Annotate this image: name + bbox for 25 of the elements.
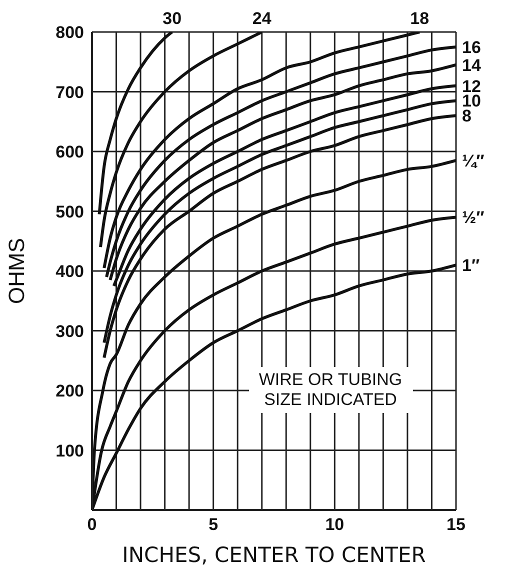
series-label: 14 [462,56,482,75]
line-series [98,32,174,216]
x-tick-label: 5 [208,515,218,534]
x-tick-label: 15 [446,515,466,534]
y-tick-label: 700 [56,82,84,102]
series-label: ¼″ [462,151,484,170]
x-tick-label: 10 [325,515,344,534]
series-label: 1″ [462,256,480,276]
x-axis-title: INCHES, CENTER TO CENTER [122,543,426,567]
y-tick-label: 400 [56,262,84,282]
y-tick-label: 300 [56,322,84,341]
series-label: 24 [252,9,272,28]
series-label: 30 [162,9,182,28]
y-tick-label: 100 [56,441,84,460]
series-label: 18 [410,9,430,28]
series-label: 16 [462,38,481,57]
y-tick-label: 600 [56,142,84,162]
y-tick-label: 800 [56,23,84,42]
annotation: WIRE OR TUBING SIZE INDICATED [248,366,413,413]
y-tick-label: 200 [56,382,84,401]
x-tick-label: 0 [87,515,97,534]
y-axis-title: OHMS [4,238,29,304]
line-series [98,32,264,249]
y-tick-label: 500 [56,202,84,222]
series-label: ½″ [462,208,484,228]
